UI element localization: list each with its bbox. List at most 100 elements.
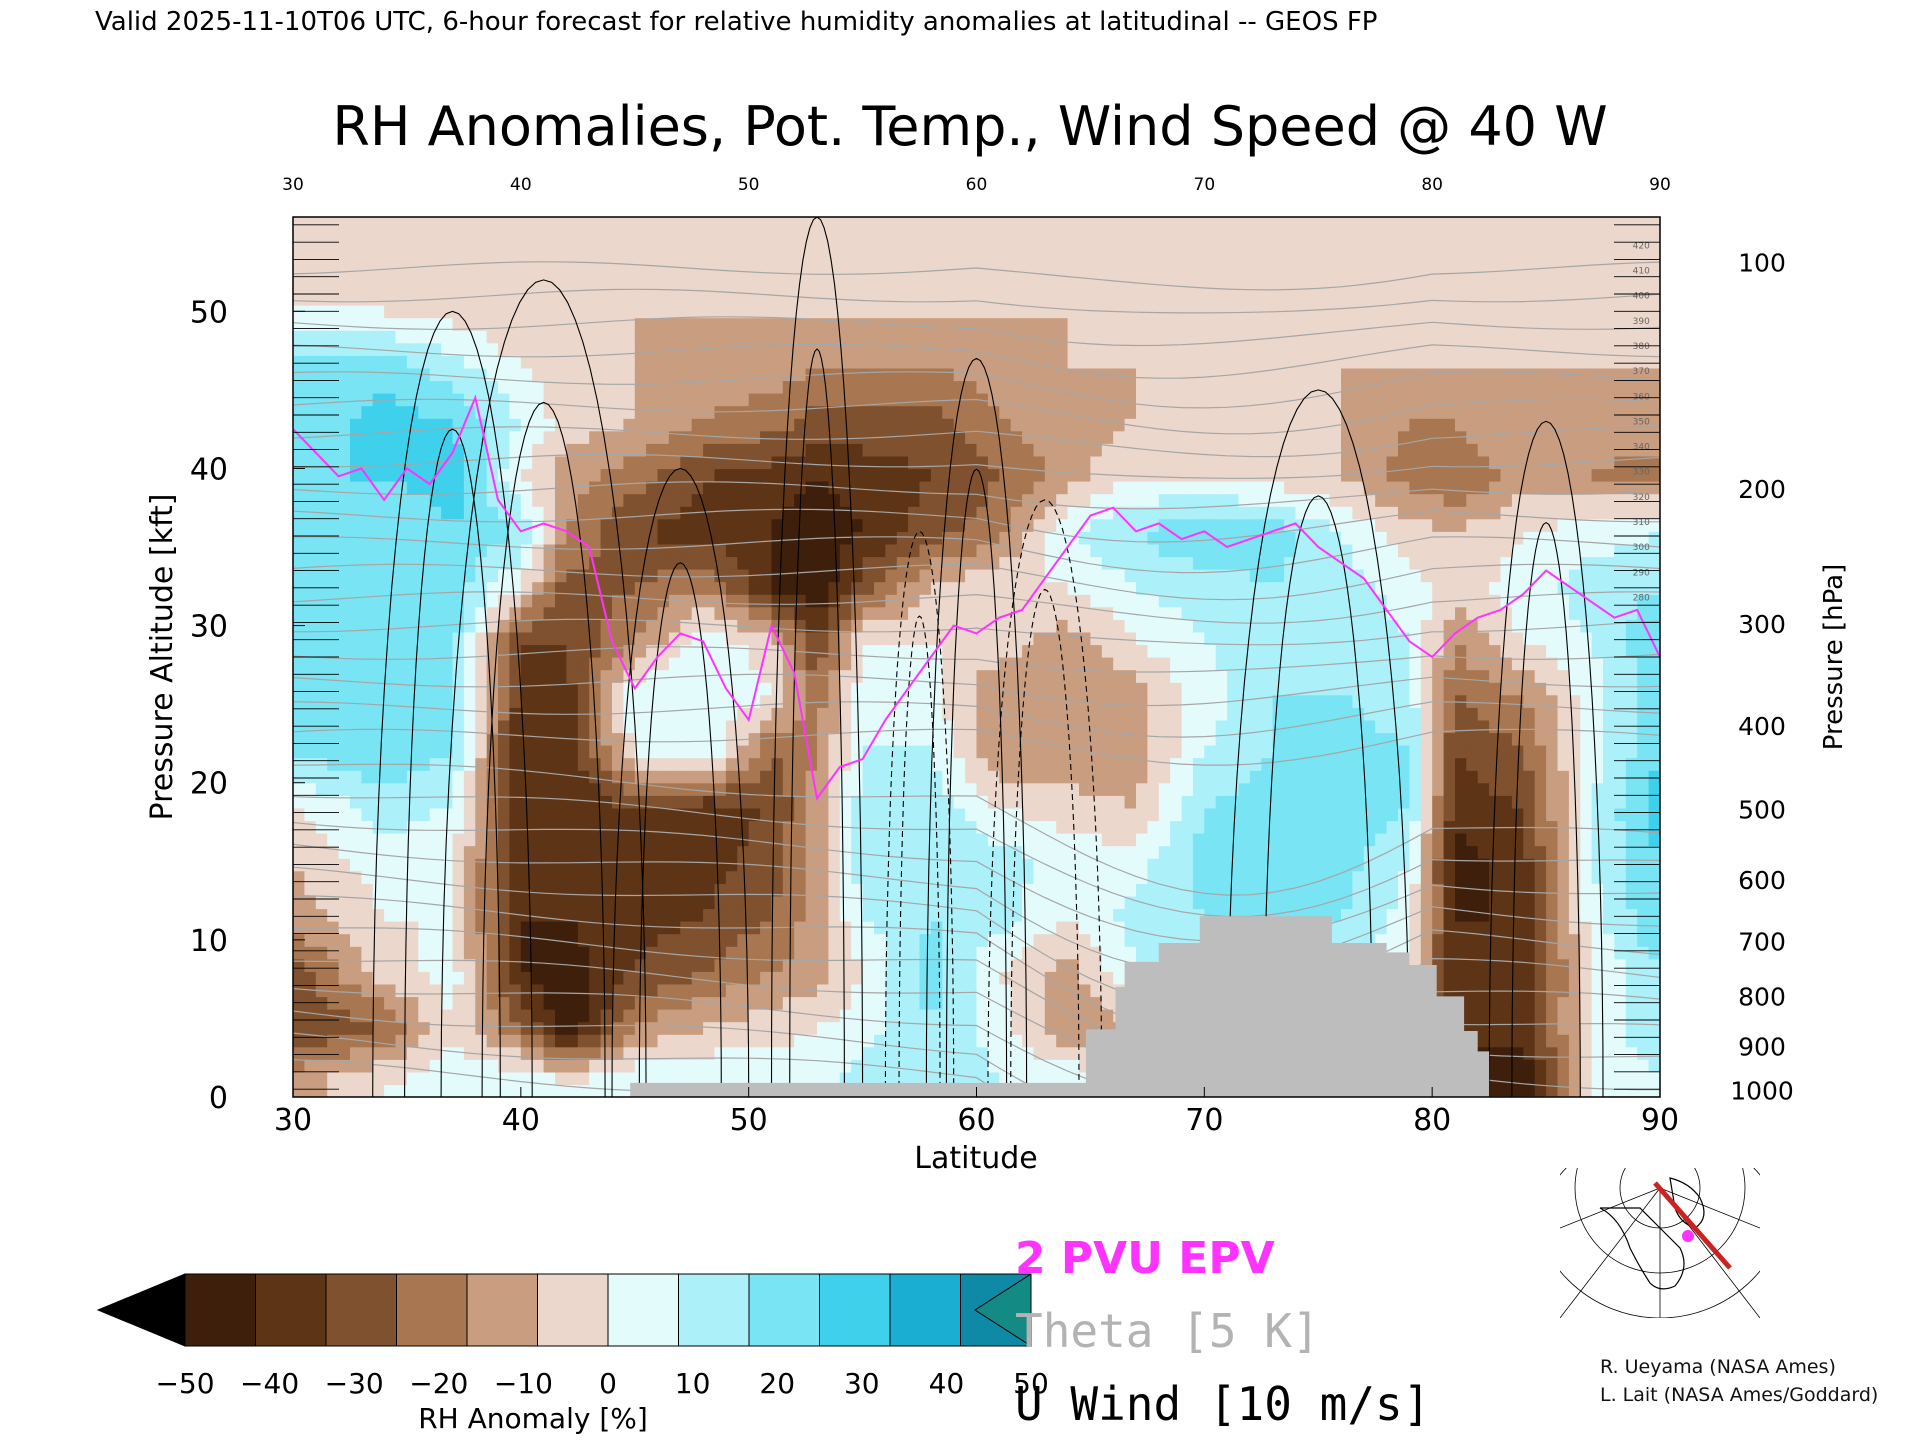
rh-cell — [851, 933, 864, 947]
rh-cell — [509, 1034, 522, 1048]
rh-cell — [725, 858, 738, 872]
rh-cell — [1090, 518, 1103, 532]
rh-cell — [965, 305, 978, 319]
rh-cell — [338, 644, 351, 658]
rh-cell — [384, 380, 397, 394]
rh-cell — [1022, 858, 1035, 872]
rh-cell — [406, 732, 419, 746]
rh-cell — [406, 883, 419, 897]
rh-cell — [384, 455, 397, 470]
rh-cell — [509, 770, 522, 784]
rh-cell — [1044, 481, 1057, 495]
rh-cell — [851, 996, 864, 1010]
rh-cell — [350, 707, 362, 721]
rh-cell — [725, 983, 738, 998]
rh-cell — [668, 958, 681, 972]
rh-cell — [919, 996, 932, 1010]
rh-cell — [1010, 481, 1023, 495]
rh-cell — [817, 606, 829, 620]
rh-cell — [771, 430, 784, 444]
rh-cell — [361, 732, 374, 746]
rh-cell — [725, 581, 738, 595]
rh-cell — [805, 481, 818, 495]
rh-cell — [965, 983, 978, 998]
rh-cell — [896, 393, 909, 407]
rh-cell — [327, 493, 340, 507]
rh-cell — [668, 481, 681, 495]
rh-cell — [463, 807, 476, 822]
rh-cell — [851, 254, 864, 268]
rh-cell — [646, 694, 659, 708]
rh-cell — [782, 971, 795, 985]
rh-cell — [395, 380, 408, 394]
rh-cell — [1079, 606, 1091, 620]
rh-cell — [760, 581, 773, 595]
rh-cell — [953, 543, 966, 558]
rh-cell — [441, 757, 454, 771]
rh-cell — [691, 996, 704, 1010]
rh-cell — [441, 594, 454, 608]
rh-cell — [623, 694, 636, 708]
rh-cell — [828, 694, 841, 708]
rh-cell — [737, 631, 750, 646]
rh-cell — [953, 1034, 966, 1048]
rh-cell — [589, 317, 602, 331]
rh-cell — [908, 217, 921, 231]
rh-cell — [1090, 569, 1103, 583]
rh-cell — [760, 1034, 773, 1048]
rh-cell — [771, 933, 784, 947]
rh-cell — [315, 644, 328, 658]
rh-cell — [817, 405, 829, 419]
rh-cell — [657, 342, 670, 356]
rh-cell — [839, 807, 852, 822]
rh-cell — [304, 833, 317, 847]
rh-cell — [965, 908, 978, 922]
rh-cell — [828, 883, 841, 897]
rh-cell — [1101, 795, 1114, 809]
rh-cell — [817, 820, 829, 834]
rh-cell — [1101, 870, 1114, 884]
rh-cell — [293, 506, 305, 520]
rh-cell — [942, 405, 955, 419]
rh-cell — [1010, 317, 1023, 331]
rh-cell — [874, 958, 886, 972]
rh-cell — [543, 292, 556, 306]
rh-cell — [657, 518, 670, 532]
rh-cell — [987, 795, 1000, 809]
rh-cell — [771, 556, 784, 570]
rh-cell — [600, 556, 613, 570]
rh-cell — [350, 355, 362, 369]
rh-cell — [338, 418, 351, 432]
rh-cell — [475, 242, 488, 256]
rh-cell — [338, 217, 351, 231]
rh-cell — [509, 418, 522, 432]
rh-cell — [714, 455, 727, 470]
rh-cell — [623, 921, 636, 935]
rh-cell — [862, 682, 875, 696]
rh-cell — [372, 732, 385, 746]
rh-cell — [327, 807, 340, 822]
rh-cell — [372, 1034, 385, 1048]
rh-cell — [498, 506, 510, 520]
rh-cell — [771, 229, 784, 243]
rh-cell — [999, 669, 1012, 683]
rh-cell — [1056, 606, 1069, 620]
rh-cell — [839, 1009, 852, 1023]
rh-cell — [1079, 543, 1091, 558]
rh-cell — [566, 757, 579, 771]
rh-cell — [543, 644, 556, 658]
rh-cell — [930, 317, 943, 331]
rh-cell — [532, 833, 545, 847]
rh-cell — [760, 594, 773, 608]
rh-cell — [714, 493, 727, 507]
rh-cell — [600, 330, 613, 344]
rh-cell — [327, 418, 340, 432]
rh-cell — [1090, 355, 1103, 369]
rh-cell — [1033, 443, 1046, 457]
rh-cell — [942, 669, 955, 683]
rh-cell — [1022, 217, 1035, 231]
rh-cell — [839, 732, 852, 746]
rh-cell — [737, 1021, 750, 1035]
rh-cell — [634, 279, 647, 294]
rh-cell — [885, 1021, 898, 1035]
